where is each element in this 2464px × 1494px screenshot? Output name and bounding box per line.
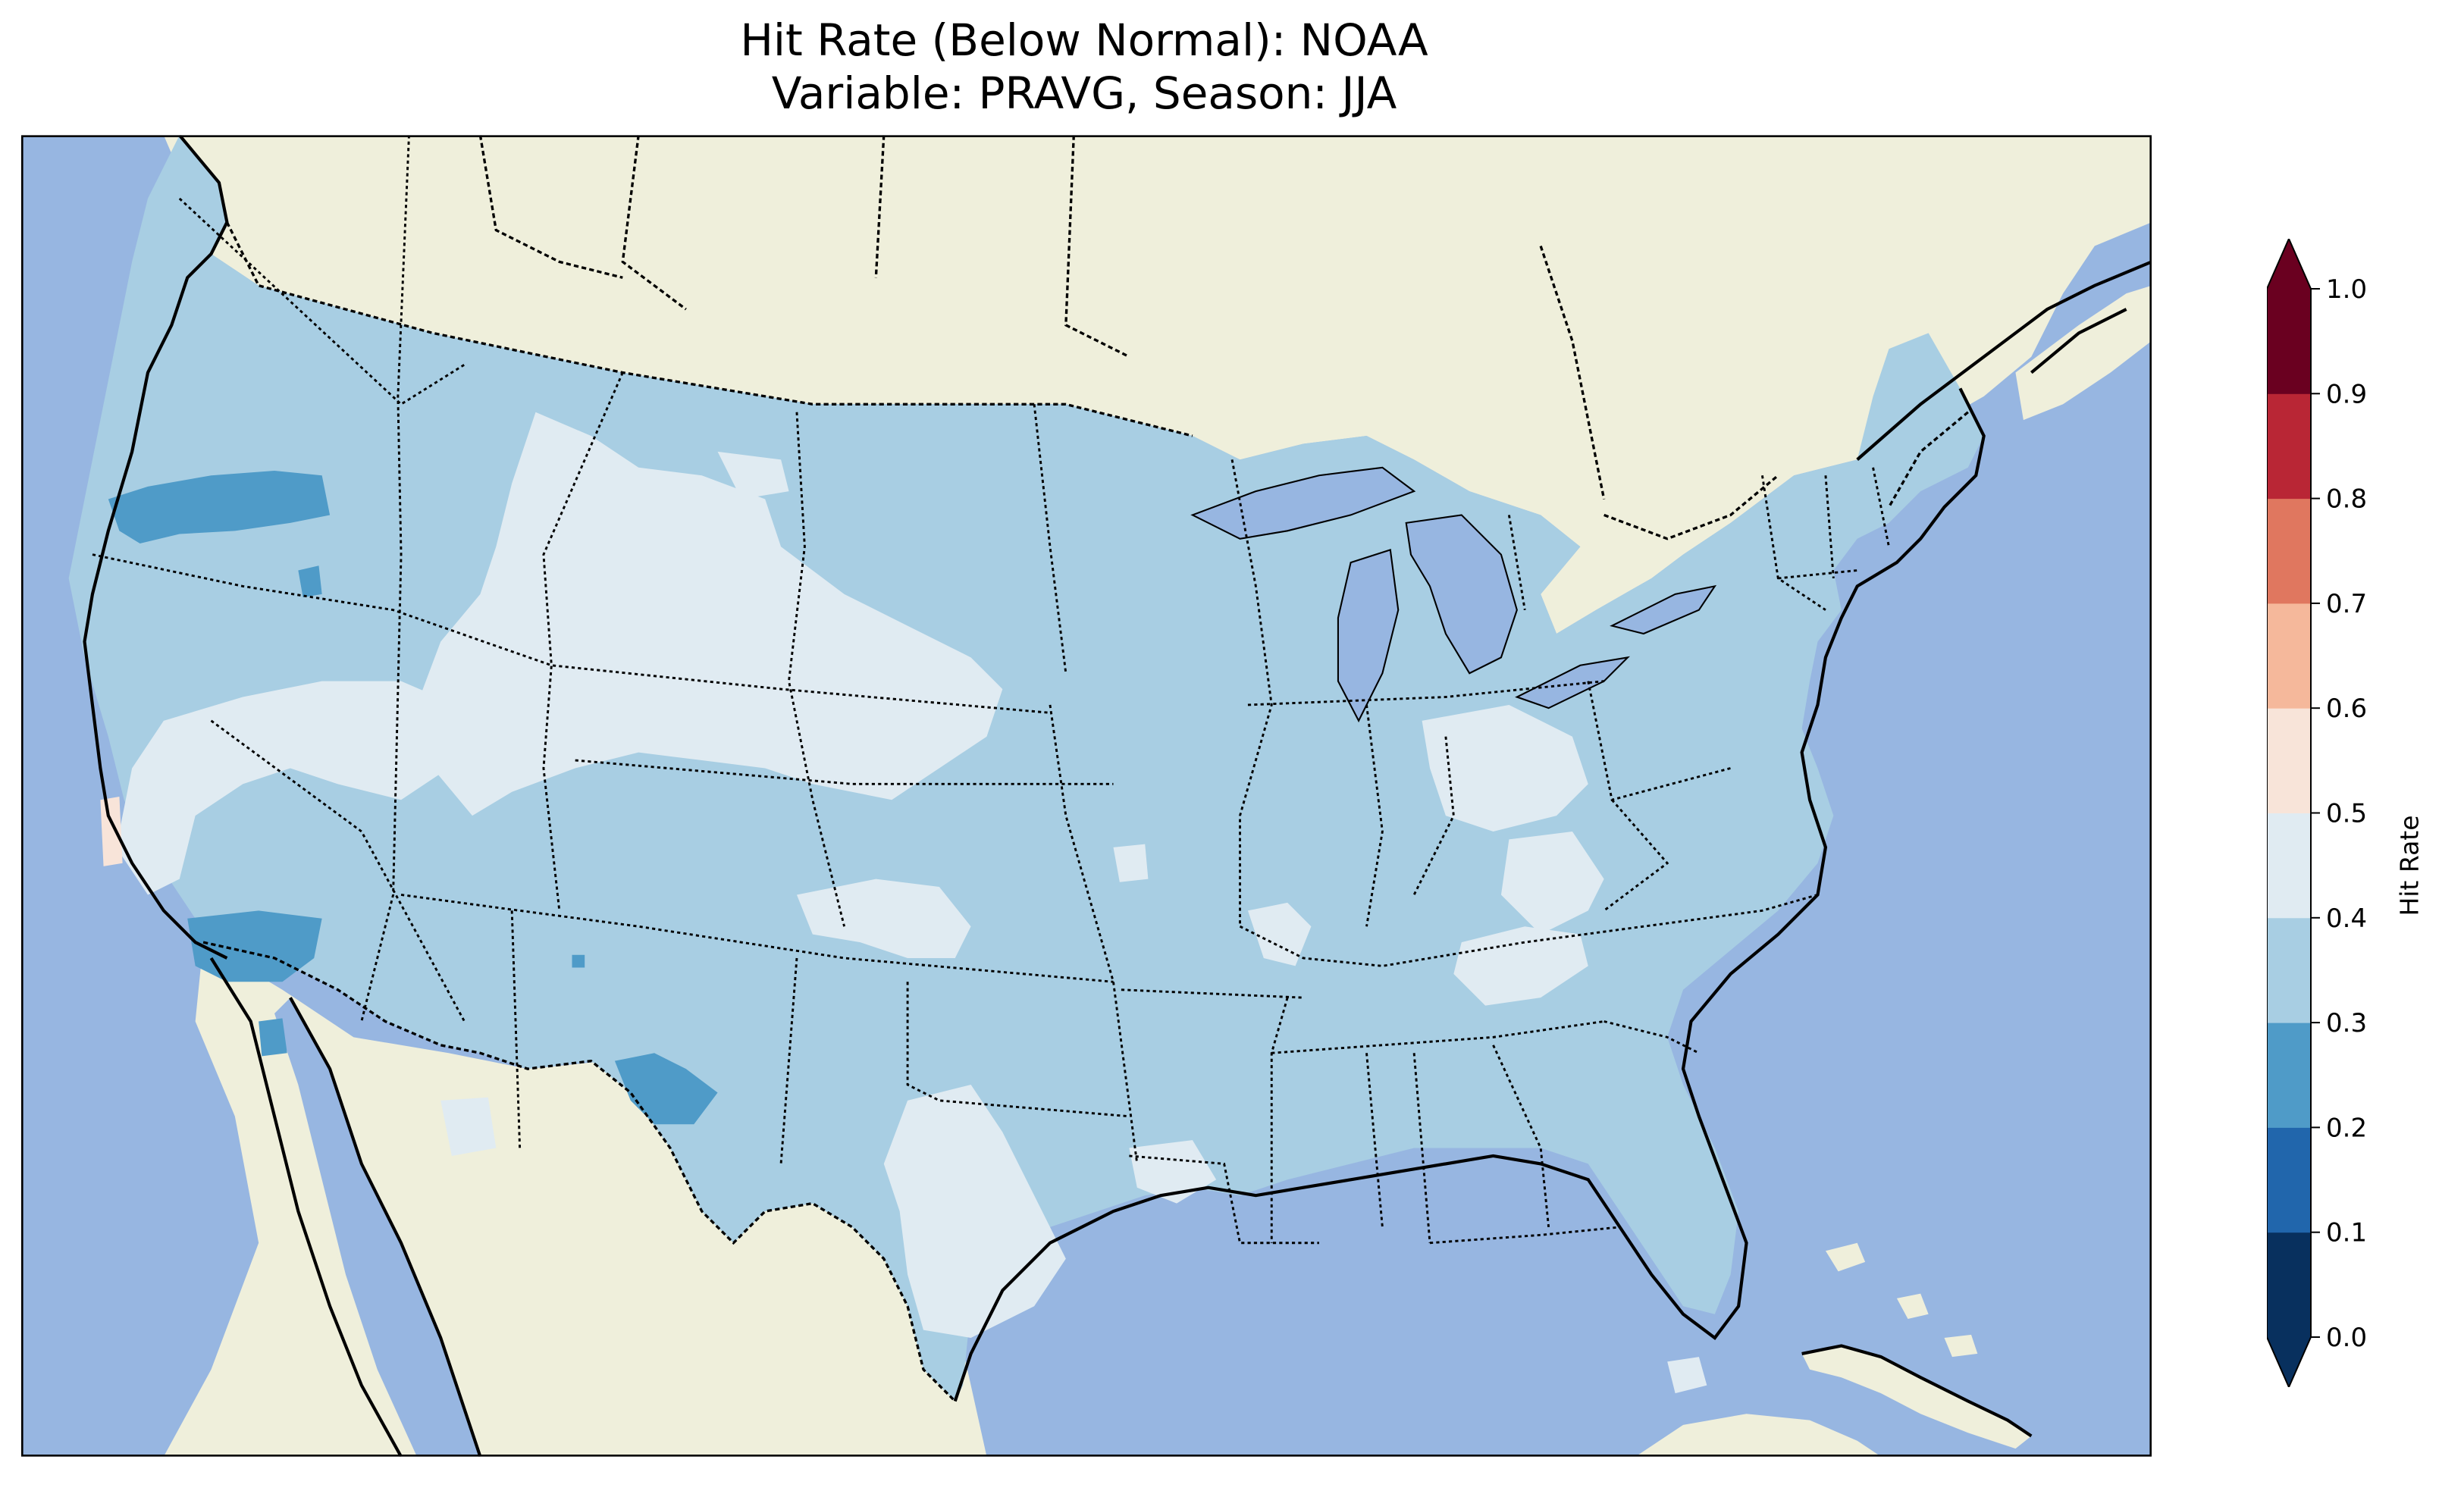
colorbar-tick-label: 0.0 [2326, 1323, 2367, 1353]
colorbar-tick-label: 0.3 [2326, 1008, 2367, 1038]
colorbar-bin-0.8-0.9 [2267, 393, 2311, 500]
colorbar-tick-label: 0.9 [2326, 379, 2367, 409]
map-frame [21, 135, 2152, 1457]
international-border [202, 135, 1969, 1402]
baja-peninsula [211, 957, 417, 1457]
colorbar-tick-label: 0.7 [2326, 589, 2367, 619]
colorbar-bin-0.0-0.1 [2267, 1232, 2311, 1338]
gulf-of-california [274, 998, 481, 1457]
great-lakes [1192, 467, 1715, 721]
colorbar-bin-0.5-0.6 [2267, 708, 2311, 813]
colorbar-bin-0.4-0.5 [2267, 813, 2311, 919]
colorbar-tick-label: 1.0 [2326, 274, 2367, 305]
title-line-1: Hit Rate (Below Normal): NOAA [740, 14, 1428, 66]
colorbar-bin-0.1-0.2 [2267, 1127, 2311, 1233]
colorbar-tick-label: 0.8 [2326, 484, 2367, 515]
map-title: Hit Rate (Below Normal): NOAA Variable: … [0, 14, 2168, 120]
state-borders [92, 135, 1890, 1245]
colorbar-bins [2267, 289, 2311, 1338]
colorbar-extend-top [2267, 239, 2311, 289]
colorbar-bin-0.6-0.7 [2267, 603, 2311, 709]
colorbar-bin-0.7-0.8 [2267, 498, 2311, 604]
colorbar-bin-0.2-0.3 [2267, 1023, 2311, 1128]
colorbar-tick-label: 0.5 [2326, 799, 2367, 829]
colorbar-tick-label: 0.2 [2326, 1113, 2367, 1143]
lake-outlines [1190, 466, 1717, 723]
colorbar-tick-label: 0.1 [2326, 1218, 2367, 1248]
coastline [83, 135, 2152, 1457]
bahamas-islands [1825, 1242, 1978, 1358]
map-panel [21, 135, 2152, 1457]
colorbar-bin-0.3-0.4 [2267, 917, 2311, 1023]
hit-rate-0.5-0.6-patch [100, 797, 123, 866]
canada-land [163, 135, 2152, 634]
title-line-2: Variable: PRAVG, Season: JJA [771, 67, 1397, 119]
maritimes-land [2015, 285, 2152, 421]
colorbar-bin-0.9-1.0 [2267, 289, 2311, 394]
colorbar-tick-label: 0.4 [2326, 904, 2367, 934]
colorbar-ticks: 0.0 0.1 0.2 0.3 0.4 0.5 0.6 0.7 0.8 0.9 1.0 [2311, 274, 2367, 1353]
colorbar-label: Hit Rate [2394, 815, 2425, 916]
colorbar: 0.0 0.1 0.2 0.3 0.4 0.5 0.6 0.7 0.8 0.9 1.0 [2267, 239, 2367, 1387]
yucatan-land [1635, 1414, 1882, 1457]
hit-rate-0.4-0.5-patches [116, 412, 1707, 1394]
cuba-island [1801, 1345, 2032, 1449]
colorbar-tick-label: 0.6 [2326, 694, 2367, 724]
colorbar-extend-bottom [2267, 1337, 2311, 1387]
